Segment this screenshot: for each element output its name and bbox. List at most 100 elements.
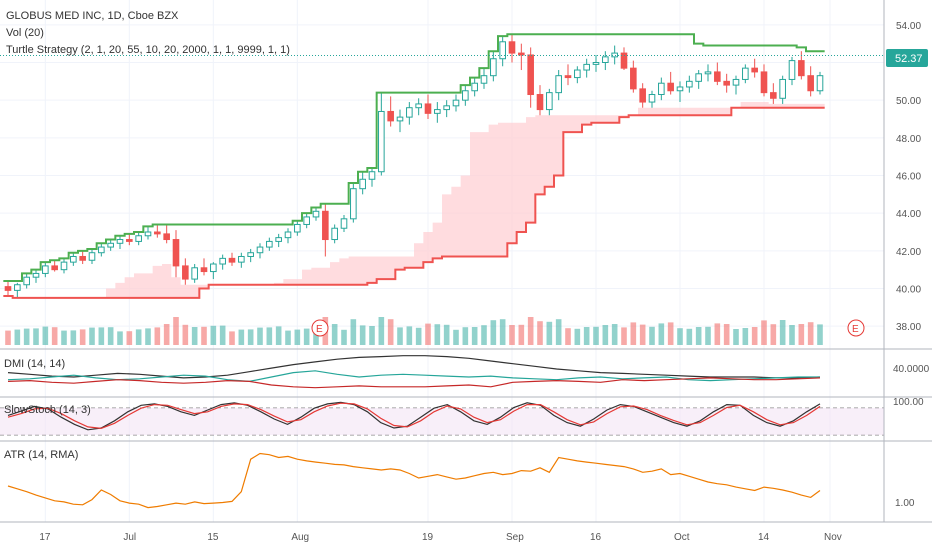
candle-body-46[interactable] (434, 109, 441, 114)
candle-body-4[interactable] (42, 265, 49, 274)
earnings-marker-1[interactable]: E (311, 319, 329, 337)
earnings-marker-2[interactable]: E (847, 319, 865, 337)
candle-body-5[interactable] (51, 265, 58, 271)
candle-body-39[interactable] (368, 171, 376, 180)
candle-body-13[interactable] (126, 239, 133, 242)
volume-bar-56 (527, 317, 534, 345)
candle-body-35[interactable] (331, 227, 338, 241)
candle-body-71[interactable] (667, 82, 674, 92)
candle-body-27[interactable] (256, 246, 264, 254)
candle-body-63[interactable] (592, 62, 600, 65)
candle-body-32[interactable] (303, 216, 310, 225)
candle-body-59[interactable] (555, 75, 562, 94)
candle-body-6[interactable] (60, 261, 68, 271)
candle-body-12[interactable] (116, 239, 124, 244)
candle-body-66[interactable] (620, 52, 628, 69)
candle-body-49[interactable] (462, 90, 469, 101)
candle-body-0[interactable] (4, 286, 12, 291)
candle-body-9[interactable] (88, 252, 96, 261)
candle-body-78[interactable] (732, 78, 740, 86)
candle-body-45[interactable] (424, 103, 432, 114)
candle-body-83[interactable] (779, 78, 786, 99)
candle-body-73[interactable] (686, 80, 693, 88)
candle-body-69[interactable] (648, 94, 656, 103)
candle-body-10[interactable] (98, 246, 105, 254)
upper-channel-line (3, 33, 825, 282)
candle-body-25[interactable] (238, 255, 245, 263)
candle-body-40[interactable] (378, 110, 385, 173)
candle-body-64[interactable] (602, 56, 609, 63)
candle-body-3[interactable] (32, 272, 40, 278)
candle-body-75[interactable] (704, 71, 712, 75)
candle-body-38[interactable] (359, 178, 366, 190)
candle-body-36[interactable] (340, 218, 348, 229)
candle-body-54[interactable] (508, 41, 516, 54)
candle-body-52[interactable] (490, 58, 497, 77)
candle-body-47[interactable] (443, 105, 450, 111)
candle-body-85[interactable] (798, 60, 805, 77)
candle-body-84[interactable] (788, 60, 796, 80)
volume-bar-80 (751, 327, 758, 345)
candle-body-51[interactable] (480, 75, 488, 84)
volume-bar-57 (537, 321, 543, 345)
candle-body-24[interactable] (228, 257, 236, 263)
candle-body-50[interactable] (471, 82, 478, 92)
candle-body-74[interactable] (695, 73, 702, 82)
candle-body-34[interactable] (322, 210, 329, 241)
candle-body-1[interactable] (14, 284, 21, 291)
candle-body-72[interactable] (676, 86, 684, 92)
candle-body-42[interactable] (396, 116, 404, 122)
candle-body-58[interactable] (546, 92, 553, 111)
candle-body-67[interactable] (630, 67, 637, 90)
candle-body-80[interactable] (751, 67, 758, 73)
volume-bar-55 (518, 324, 525, 345)
candle-body-77[interactable] (723, 80, 730, 86)
atr-series-0 (7, 452, 821, 509)
candle-body-20[interactable] (191, 267, 198, 280)
candle-body-62[interactable] (583, 63, 590, 71)
candle-body-48[interactable] (452, 99, 460, 107)
candle-body-19[interactable] (182, 265, 189, 280)
candle-body-31[interactable] (294, 223, 301, 233)
candle-body-41[interactable] (387, 110, 394, 122)
candle-body-18[interactable] (172, 239, 180, 267)
candle-body-61[interactable] (574, 69, 581, 79)
candle-body-16[interactable] (154, 231, 161, 235)
candle-body-15[interactable] (144, 231, 152, 237)
candle-body-70[interactable] (658, 82, 665, 96)
candle-body-60[interactable] (564, 75, 572, 79)
candle-body-44[interactable] (415, 103, 422, 109)
candle-body-56[interactable] (527, 54, 534, 96)
candle-body-29[interactable] (275, 237, 282, 242)
candle-body-43[interactable] (406, 107, 413, 118)
candle-body-11[interactable] (107, 242, 114, 248)
candle-body-17[interactable] (163, 233, 170, 241)
candle-body-57[interactable] (536, 94, 544, 111)
candle-body-79[interactable] (742, 67, 749, 80)
candle-body-37[interactable] (350, 188, 357, 220)
candle-body-53[interactable] (499, 41, 506, 60)
candle-body-86[interactable] (807, 75, 814, 92)
candle-body-14[interactable] (135, 235, 142, 242)
volume-bar-60 (565, 328, 571, 345)
candle-body-21[interactable] (200, 267, 208, 273)
candle-body-68[interactable] (639, 88, 646, 103)
volume-bar-77 (723, 324, 730, 345)
candle-body-22[interactable] (210, 263, 217, 273)
candle-body-26[interactable] (247, 252, 254, 257)
candle-body-7[interactable] (70, 255, 77, 263)
candle-body-23[interactable] (219, 257, 226, 265)
candle-body-33[interactable] (312, 210, 320, 218)
candle-body-82[interactable] (770, 92, 777, 99)
candle-body-2[interactable] (23, 276, 30, 286)
candle-body-76[interactable] (714, 71, 721, 82)
candle-body-81[interactable] (760, 71, 768, 94)
volume-bar-8 (79, 329, 86, 345)
candle-body-30[interactable] (284, 231, 292, 239)
candle-body-65[interactable] (611, 52, 618, 58)
candle-body-55[interactable] (518, 52, 525, 56)
candle-body-28[interactable] (266, 240, 273, 248)
candle-body-87[interactable] (816, 75, 824, 92)
candle-body-8[interactable] (79, 255, 86, 261)
